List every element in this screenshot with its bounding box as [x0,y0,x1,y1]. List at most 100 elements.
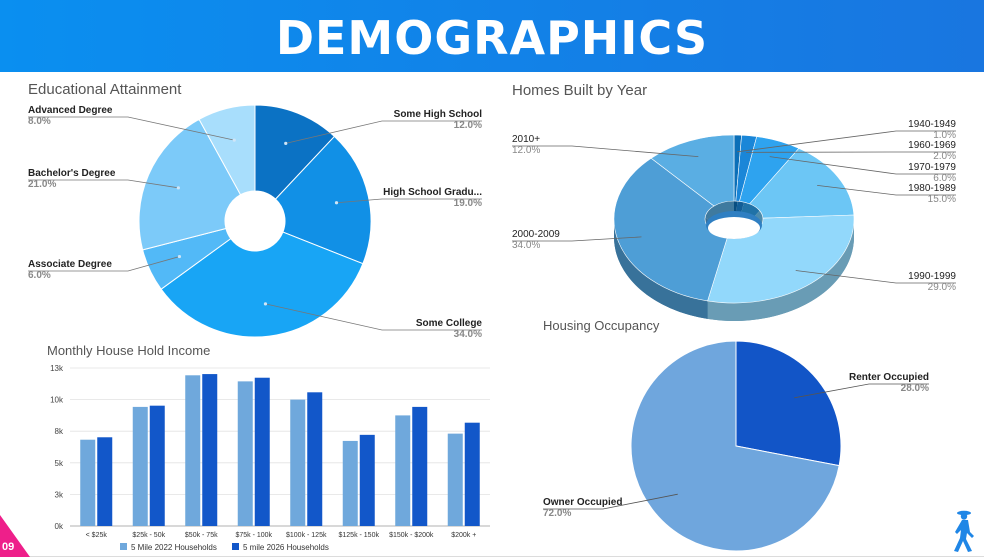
edu-leader-0 [285,120,482,144]
slice-value-homes-1: 2.0% [933,151,956,162]
slice-label-1: High School Gradu... [383,187,482,198]
income-xtick-1: $25k - 50k [132,532,165,539]
edu-leader-2 [265,303,482,331]
occ-leader-0 [794,383,929,399]
income-legend-swatch-1 [232,543,239,550]
slice-label-homes-5: 2000-2009 [512,229,560,240]
slice-label-homes-1: 1960-1969 [908,140,956,151]
edu-slice-0 [254,104,336,200]
income-bar-0-5 [342,440,358,526]
occ-leader-1 [543,493,678,510]
edu-slice-5 [198,104,256,196]
slice-value-homes-3: 15.0% [928,194,956,205]
homes-leader-4 [795,270,956,284]
income-bar-1-4 [307,392,323,526]
income-ytick-3: 8k [55,427,64,436]
slice-value-homes-2: 6.0% [933,173,956,184]
slice-value-homes-0: 1.0% [933,130,956,141]
slice-label-4: Bachelor's Degree [28,168,116,179]
income-xtick-4: $100k - 125k [286,532,327,539]
income-xtick-0: < $25k [86,532,108,539]
income-bar-1-7 [464,422,480,526]
homes-leader-5 [512,236,642,242]
slice-value-occ-1: 72.0% [543,508,571,519]
income-bar-1-1 [149,405,165,526]
edu-leader-dot-5 [232,138,236,142]
income-bar-1-0 [97,437,113,526]
income-legend-swatch-0 [120,543,127,550]
slice-value-occ-0: 28.0% [901,383,929,394]
edu-leader-dot-3 [177,254,182,259]
slice-label-homes-3: 1980-1989 [908,183,956,194]
edu-leader-dot-2 [263,302,268,306]
slice-value-homes-5: 34.0% [512,240,540,251]
homes-leader-0 [736,130,956,153]
income-ytick-2: 5k [55,459,64,468]
edu-leader-1 [336,198,482,204]
homes-hole [708,217,760,239]
homes-leader-3 [817,185,956,196]
slice-value-1: 19.0% [454,198,482,209]
slice-label-homes-0: 1940-1949 [908,119,956,130]
walking-person-icon [954,510,974,552]
edu-leader-dot-4 [176,186,180,190]
page-number-tab [0,515,30,557]
edu-slice-1 [274,135,372,265]
income-ytick-0: 0k [55,522,64,531]
slice-value-homes-4: 29.0% [928,282,956,293]
income-bar-0-2 [185,375,201,526]
income-bar-0-6 [395,415,411,526]
homes-slice-6 [650,134,735,207]
income-chart-title: Monthly House Hold Income [47,343,210,358]
income-xtick-7: $200k + [451,532,476,539]
homes-slice-wall-5 [614,219,708,319]
homes-slice-3 [749,147,855,219]
edu-leader-dot-1 [334,201,339,205]
income-ytick-5: 13k [50,364,64,373]
edu-slice-4 [138,118,242,251]
edu-leader-3 [28,256,180,272]
slice-label-homes-6: 2010+ [512,134,540,145]
slice-value-2: 34.0% [454,329,482,340]
income-bar-0-3 [237,381,253,526]
edu-leader-4 [28,179,179,189]
income-bar-1-3 [254,377,270,526]
income-legend-label-0: 5 Mile 2022 Households [131,543,217,552]
edu-leader-5 [28,116,235,141]
slice-label-homes-4: 1990-1999 [908,271,956,282]
income-xtick-6: $150k - $200k [389,532,434,539]
income-xtick-5: $125k - 150k [339,532,380,539]
income-bar-1-2 [202,374,218,526]
income-bar-0-1 [132,406,148,526]
occ-slice-0 [735,340,842,467]
page-number: 09 [2,541,15,553]
income-xtick-2: $50k - 75k [185,532,218,539]
slice-label-5: Advanced Degree [28,105,113,116]
slice-value-3: 6.0% [28,270,51,281]
edu-chart-title: Educational Attainment [28,81,182,98]
income-ytick-4: 10k [50,396,64,405]
edu-leader-dot-0 [284,141,288,145]
income-bar-1-5 [359,434,375,526]
slice-label-2: Some College [416,318,483,329]
slice-label-occ-0: Renter Occupied [849,372,929,383]
income-bar-0-7 [447,433,463,526]
income-ytick-1: 3k [55,490,64,499]
homes-slice-wall-4 [707,219,854,321]
slice-label-homes-2: 1970-1979 [908,162,956,173]
homes-leader-6 [512,145,699,158]
income-bar-0-4 [290,399,306,526]
edu-slice-2 [160,231,364,338]
slice-label-0: Some High School [394,109,483,120]
page-title: DEMOGRAPHICS [275,11,709,65]
slice-value-4: 21.0% [28,179,56,190]
income-legend-label-1: 5 mile 2026 Households [243,543,329,552]
occ-chart-title: Housing Occupancy [543,318,660,333]
slice-value-5: 8.0% [28,116,51,127]
header-banner [0,0,984,72]
slice-value-0: 12.0% [454,120,482,131]
